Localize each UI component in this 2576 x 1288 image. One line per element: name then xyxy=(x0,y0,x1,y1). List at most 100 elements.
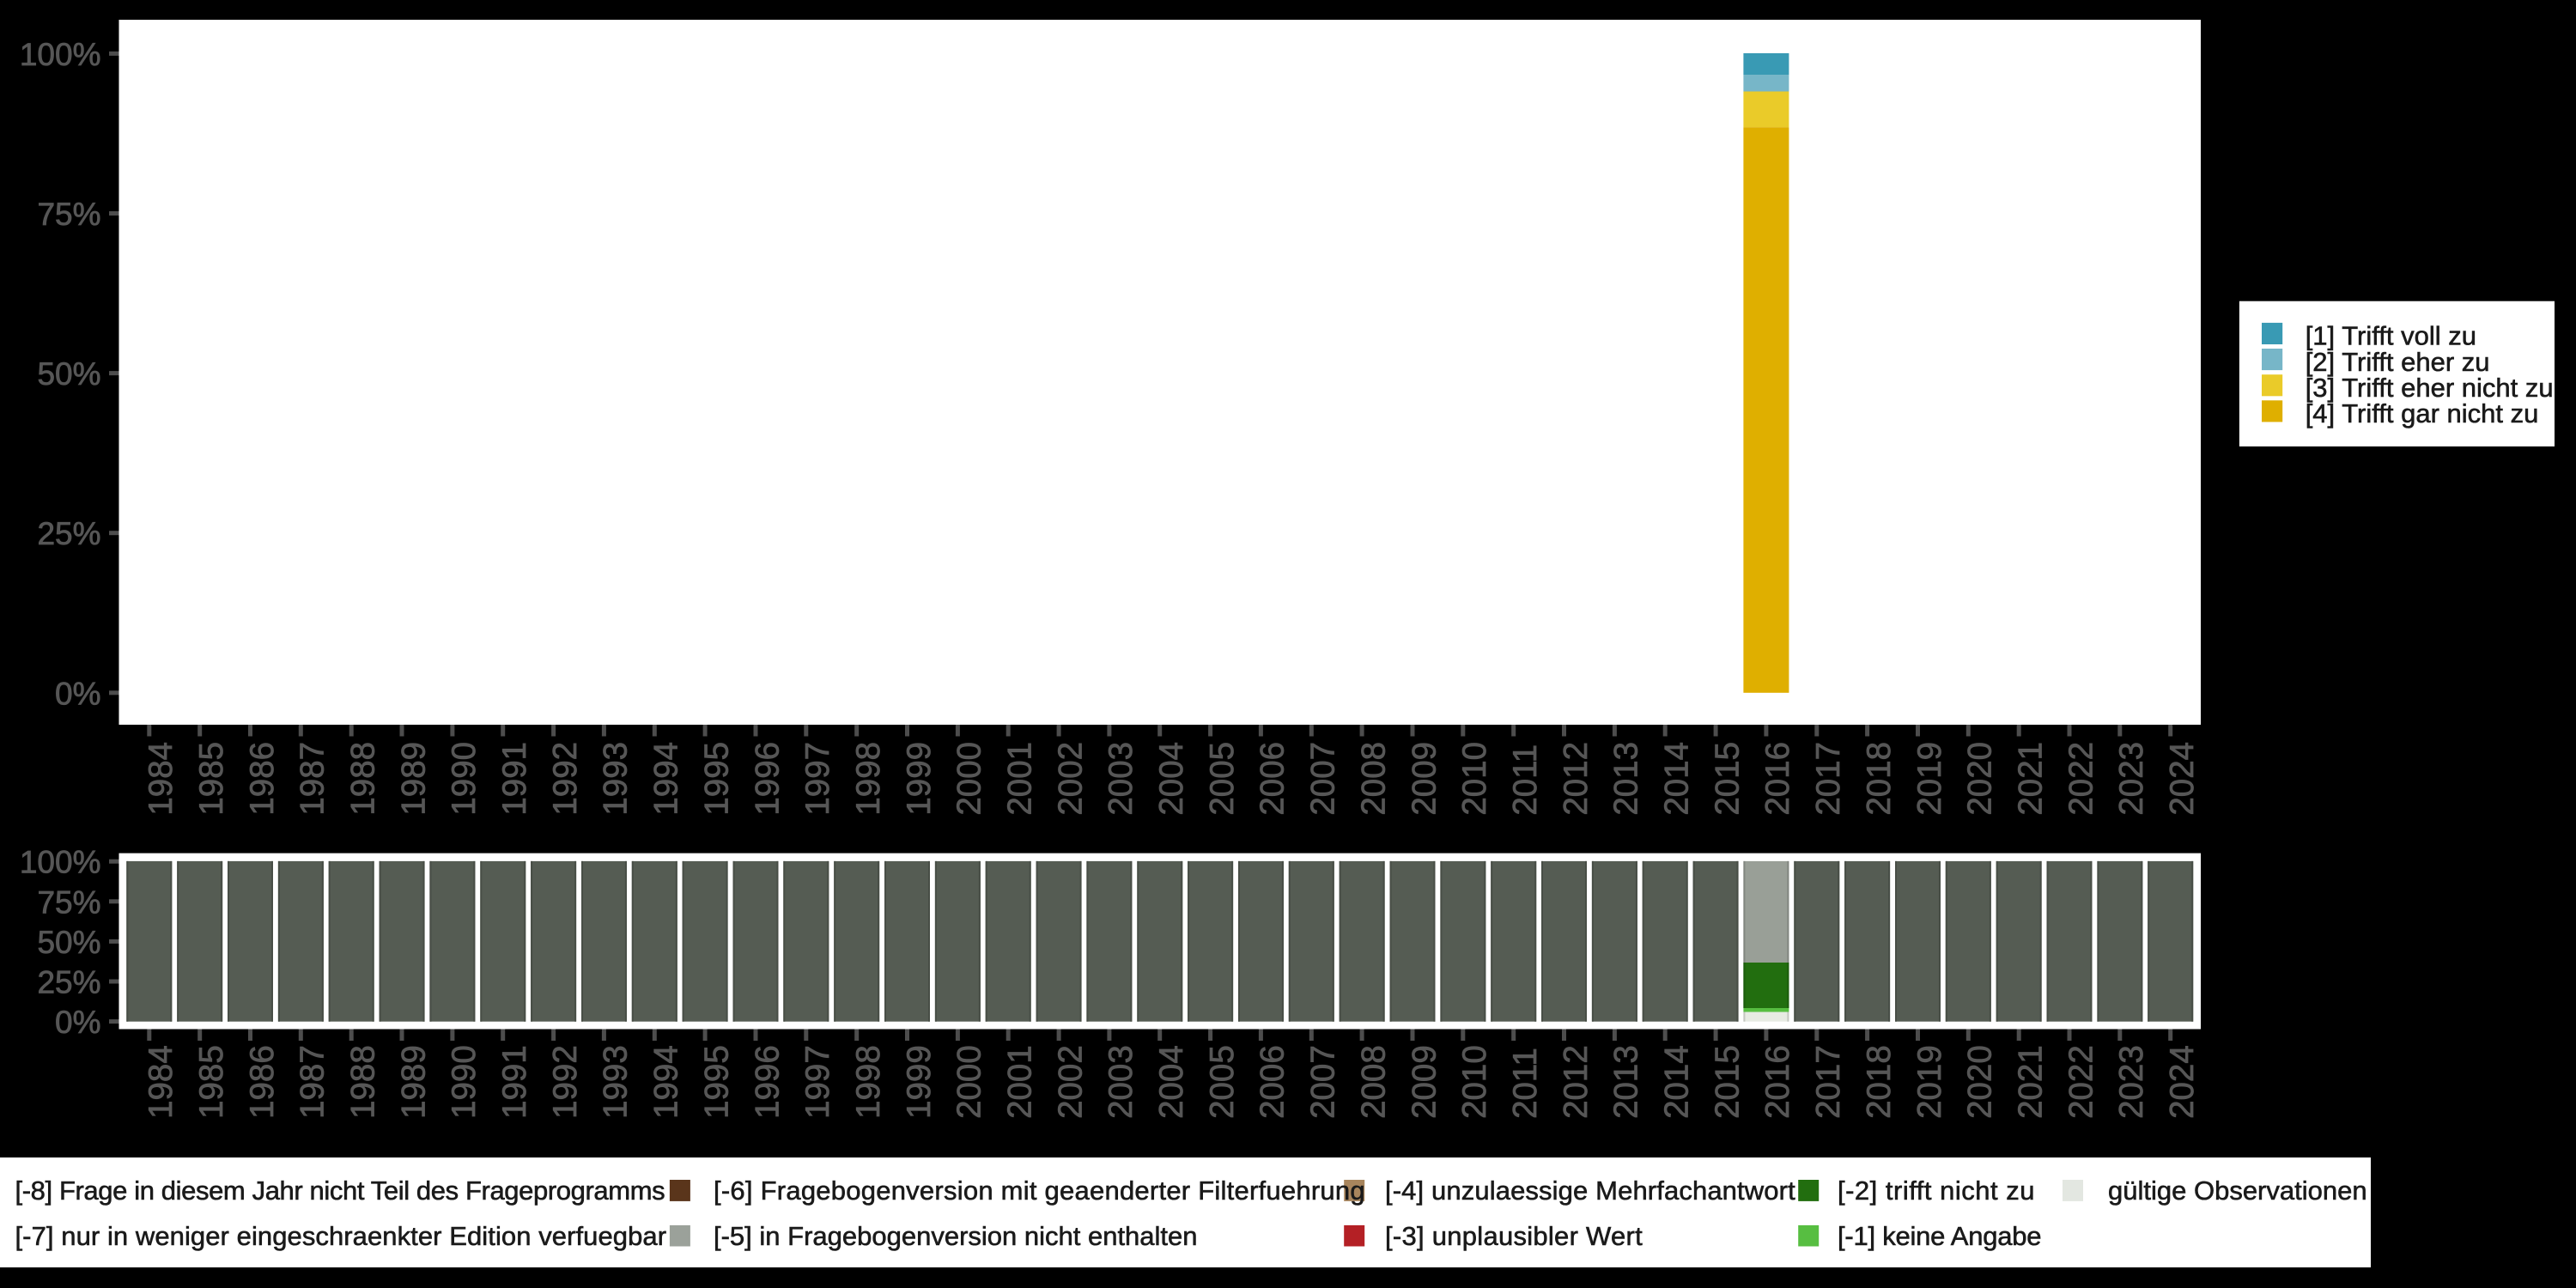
svg-text:2011: 2011 xyxy=(1507,744,1544,816)
svg-text:2021: 2021 xyxy=(2013,1045,2050,1119)
svg-text:2016: 2016 xyxy=(1759,1045,1796,1119)
svg-text:[-7] nur in weniger eingeschra: [-7] nur in weniger eingeschraenkter Edi… xyxy=(15,1221,667,1251)
svg-text:2024: 2024 xyxy=(2164,742,2201,816)
svg-text:2010: 2010 xyxy=(1456,1045,1493,1119)
svg-text:2023: 2023 xyxy=(2113,1045,2150,1119)
svg-text:1990: 1990 xyxy=(446,1045,483,1119)
svg-text:2007: 2007 xyxy=(1305,742,1342,816)
svg-text:1997: 1997 xyxy=(799,1045,836,1119)
svg-text:2019: 2019 xyxy=(1911,742,1948,816)
svg-text:1993: 1993 xyxy=(598,742,635,816)
svg-text:1996: 1996 xyxy=(749,742,786,816)
svg-text:0%: 0% xyxy=(55,676,100,711)
svg-text:2020: 2020 xyxy=(1962,1045,1999,1119)
svg-text:2022: 2022 xyxy=(2063,1045,2099,1119)
svg-text:2012: 2012 xyxy=(1558,742,1595,816)
svg-text:1999: 1999 xyxy=(901,742,938,816)
svg-text:1986: 1986 xyxy=(244,1045,281,1119)
svg-text:1995: 1995 xyxy=(698,1045,735,1119)
svg-text:2001: 2001 xyxy=(1002,742,1039,816)
svg-text:2006: 2006 xyxy=(1255,742,1291,816)
svg-text:1987: 1987 xyxy=(295,742,331,816)
svg-text:1988: 1988 xyxy=(345,742,382,816)
svg-text:1995: 1995 xyxy=(698,742,735,816)
svg-text:1993: 1993 xyxy=(598,1045,635,1119)
svg-text:2017: 2017 xyxy=(1810,1045,1847,1119)
svg-text:1998: 1998 xyxy=(850,1045,887,1119)
svg-text:2020: 2020 xyxy=(1962,742,1999,816)
svg-text:[2] Trifft eher zu: [2] Trifft eher zu xyxy=(2306,347,2490,377)
svg-text:1996: 1996 xyxy=(749,1045,786,1119)
svg-text:2009: 2009 xyxy=(1406,742,1443,816)
svg-text:[1] Trifft voll zu: [1] Trifft voll zu xyxy=(2306,321,2476,351)
svg-text:[-2] trifft nicht zu: [-2] trifft nicht zu xyxy=(1838,1176,2035,1206)
svg-text:25%: 25% xyxy=(37,965,100,1000)
svg-text:2018: 2018 xyxy=(1861,742,1898,816)
svg-text:2003: 2003 xyxy=(1103,742,1139,816)
svg-text:1985: 1985 xyxy=(193,1045,230,1119)
svg-text:2001: 2001 xyxy=(1002,1045,1039,1119)
svg-text:[-3] unplausibler Wert: [-3] unplausibler Wert xyxy=(1385,1221,1643,1251)
svg-text:2017: 2017 xyxy=(1810,742,1847,816)
svg-text:25%: 25% xyxy=(37,516,100,551)
svg-text:2000: 2000 xyxy=(951,742,988,816)
svg-text:[-1] keine Angabe: [-1] keine Angabe xyxy=(1838,1221,2041,1251)
svg-text:2018: 2018 xyxy=(1861,1045,1898,1119)
svg-text:2015: 2015 xyxy=(1709,1045,1746,1119)
svg-text:2008: 2008 xyxy=(1355,1045,1392,1119)
svg-text:2011: 2011 xyxy=(1507,1048,1544,1119)
svg-text:2003: 2003 xyxy=(1103,1045,1139,1119)
svg-text:[-5] in Fragebogenversion nich: [-5] in Fragebogenversion nicht enthalte… xyxy=(714,1221,1198,1251)
svg-text:1992: 1992 xyxy=(547,742,584,816)
svg-text:[-4] unzulaessige Mehrfachantw: [-4] unzulaessige Mehrfachantwort xyxy=(1385,1176,1795,1206)
svg-text:1997: 1997 xyxy=(799,742,836,816)
svg-text:2014: 2014 xyxy=(1659,742,1696,816)
svg-text:1991: 1991 xyxy=(496,742,533,816)
svg-text:2023: 2023 xyxy=(2113,742,2150,816)
svg-text:1992: 1992 xyxy=(547,1045,584,1119)
svg-text:2022: 2022 xyxy=(2063,742,2099,816)
svg-text:2013: 2013 xyxy=(1608,742,1645,816)
svg-text:1989: 1989 xyxy=(395,1045,432,1119)
svg-text:100%: 100% xyxy=(20,37,101,72)
svg-text:1998: 1998 xyxy=(850,742,887,816)
svg-text:1986: 1986 xyxy=(244,742,281,816)
svg-text:2010: 2010 xyxy=(1456,742,1493,816)
svg-text:1994: 1994 xyxy=(648,742,685,816)
svg-text:2012: 2012 xyxy=(1558,1045,1595,1119)
svg-text:2019: 2019 xyxy=(1911,1045,1948,1119)
svg-text:75%: 75% xyxy=(37,884,100,920)
svg-text:2006: 2006 xyxy=(1255,1045,1291,1119)
svg-text:100%: 100% xyxy=(20,845,101,880)
svg-text:2004: 2004 xyxy=(1153,1045,1190,1119)
svg-text:2016: 2016 xyxy=(1759,742,1796,816)
svg-text:1989: 1989 xyxy=(395,742,432,816)
svg-text:2007: 2007 xyxy=(1305,1045,1342,1119)
svg-text:1984: 1984 xyxy=(143,1045,179,1119)
svg-text:1984: 1984 xyxy=(143,742,179,816)
svg-text:2002: 2002 xyxy=(1052,1045,1089,1119)
svg-text:2014: 2014 xyxy=(1659,1045,1696,1119)
svg-text:50%: 50% xyxy=(37,356,100,392)
svg-text:1985: 1985 xyxy=(193,742,230,816)
svg-text:2013: 2013 xyxy=(1608,1045,1645,1119)
svg-text:0%: 0% xyxy=(55,1005,100,1040)
svg-text:2008: 2008 xyxy=(1355,742,1392,816)
svg-text:75%: 75% xyxy=(37,197,100,232)
svg-text:1991: 1991 xyxy=(496,1045,533,1119)
svg-text:[-8] Frage in diesem Jahr nich: [-8] Frage in diesem Jahr nicht Teil des… xyxy=(15,1176,665,1206)
svg-text:2005: 2005 xyxy=(1204,742,1241,816)
svg-text:1999: 1999 xyxy=(901,1045,938,1119)
svg-text:2005: 2005 xyxy=(1204,1045,1241,1119)
svg-text:2002: 2002 xyxy=(1052,742,1089,816)
svg-text:50%: 50% xyxy=(37,925,100,960)
svg-text:[3] Trifft eher nicht zu: [3] Trifft eher nicht zu xyxy=(2306,373,2554,403)
svg-text:1990: 1990 xyxy=(446,742,483,816)
svg-text:gültige Observationen: gültige Observationen xyxy=(2108,1176,2367,1206)
svg-text:1988: 1988 xyxy=(345,1045,382,1119)
svg-text:2000: 2000 xyxy=(951,1045,988,1119)
svg-text:2009: 2009 xyxy=(1406,1045,1443,1119)
svg-text:1987: 1987 xyxy=(295,1045,331,1119)
svg-text:1994: 1994 xyxy=(648,1045,685,1119)
svg-text:2015: 2015 xyxy=(1709,742,1746,816)
